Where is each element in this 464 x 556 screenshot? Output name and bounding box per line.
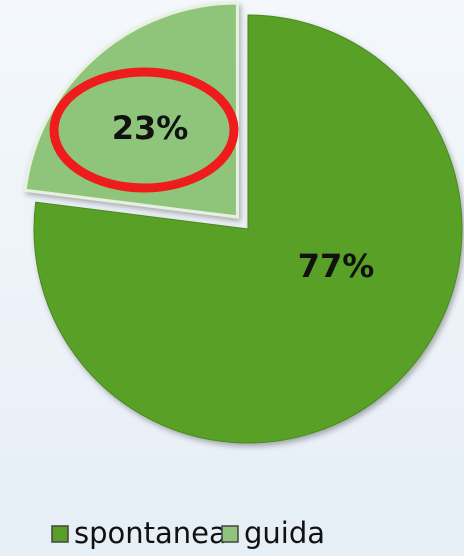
legend-swatch [221, 525, 239, 543]
legend-label: guida [244, 516, 325, 550]
pie [23, 1, 463, 444]
legend-swatch [51, 525, 69, 543]
highlight-ellipse [49, 67, 239, 193]
data-label: 23% [112, 109, 189, 147]
pie-slice [33, 14, 463, 444]
pie-slice [23, 1, 239, 219]
data-label: 77% [298, 247, 375, 285]
legend: spontanea guida [51, 516, 325, 550]
labels: 77% 23% [112, 109, 375, 285]
legend-label: spontanea [74, 516, 227, 550]
